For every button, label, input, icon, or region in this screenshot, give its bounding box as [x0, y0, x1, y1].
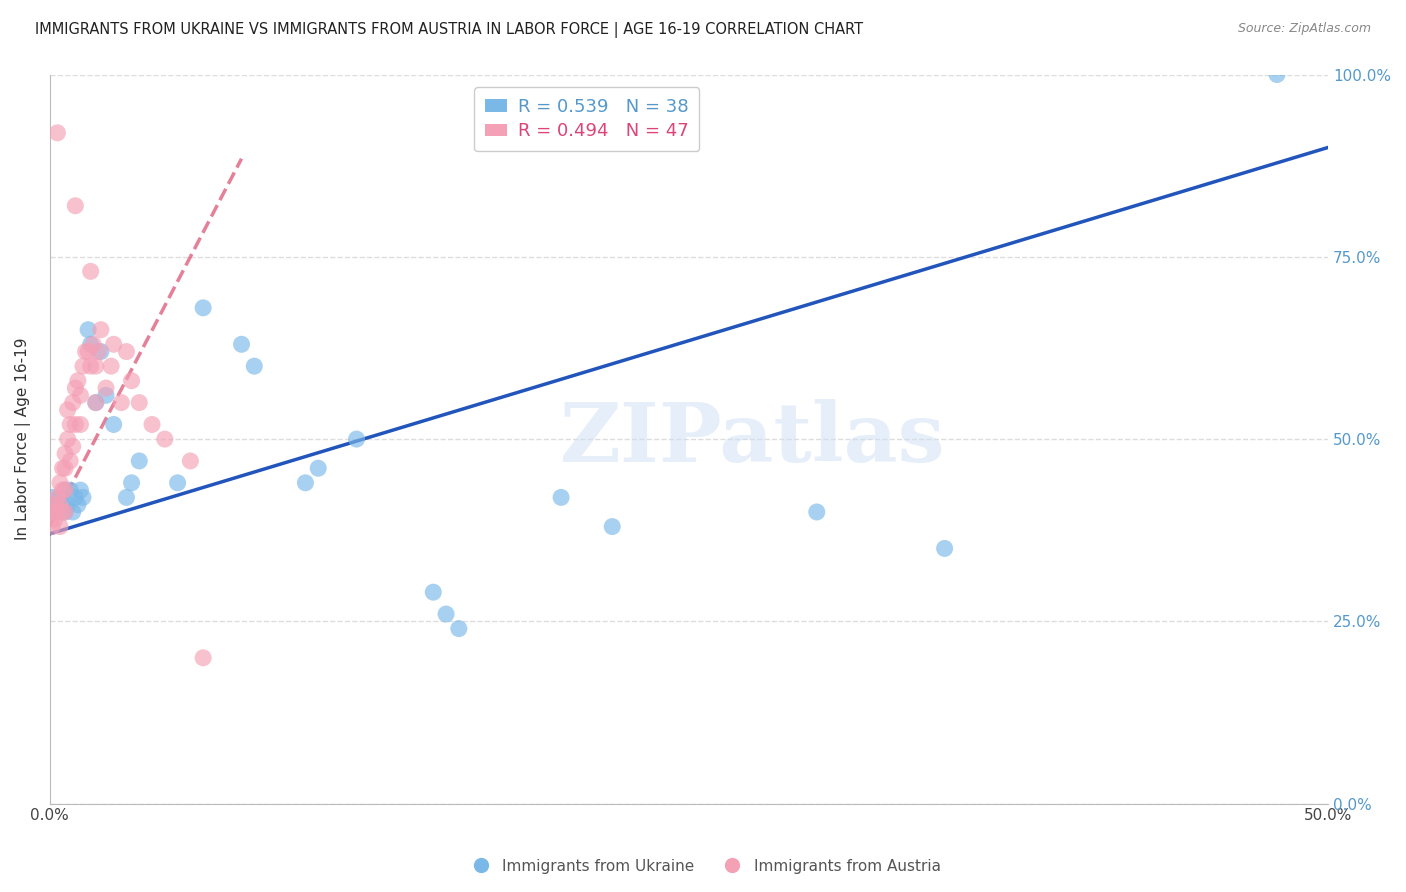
Point [447, 622, 470, 636]
Point [41, 491, 63, 505]
Point [56, 403, 79, 417]
Point [600, 519, 623, 533]
Point [41, 519, 63, 533]
Point [44, 512, 66, 526]
Point [94, 381, 117, 395]
Point [115, 491, 138, 505]
Point [422, 585, 444, 599]
Point [94, 388, 117, 402]
Point [121, 374, 143, 388]
Point [79, 264, 101, 278]
Text: Source: ZipAtlas.com: Source: ZipAtlas.com [1237, 22, 1371, 36]
Point [243, 359, 266, 373]
Point [62, 395, 84, 409]
Point [62, 505, 84, 519]
Point [84, 395, 107, 409]
Point [41, 505, 63, 519]
Point [65, 491, 87, 505]
Point [46, 505, 69, 519]
Point [434, 607, 457, 621]
Point [53, 447, 76, 461]
Point [65, 417, 87, 432]
Point [934, 541, 956, 556]
Point [115, 344, 138, 359]
Point [87, 344, 110, 359]
Point [53, 483, 76, 497]
Point [49, 519, 72, 533]
Point [75, 344, 97, 359]
Point [110, 395, 132, 409]
Point [77, 344, 100, 359]
Point [103, 337, 125, 351]
Point [72, 359, 94, 373]
Text: ZIPatlas: ZIPatlas [560, 399, 946, 479]
Point [66, 498, 89, 512]
Point [59, 454, 82, 468]
Point [128, 395, 150, 409]
Point [51, 483, 73, 497]
Point [191, 301, 214, 315]
Point [1265, 68, 1288, 82]
Text: IMMIGRANTS FROM UKRAINE VS IMMIGRANTS FROM AUSTRIA IN LABOR FORCE | AGE 16-19 CO: IMMIGRANTS FROM UKRAINE VS IMMIGRANTS FR… [35, 22, 863, 38]
Point [49, 498, 72, 512]
Point [44, 498, 66, 512]
Point [550, 491, 572, 505]
Point [307, 461, 329, 475]
Point [53, 505, 76, 519]
Point [69, 483, 91, 497]
Point [72, 491, 94, 505]
Point [51, 498, 73, 512]
Point [191, 650, 214, 665]
Point [77, 323, 100, 337]
Point [53, 505, 76, 519]
Point [49, 475, 72, 490]
Point [90, 323, 112, 337]
Point [56, 432, 79, 446]
Point [53, 483, 76, 497]
Point [103, 417, 125, 432]
Point [166, 475, 188, 490]
Y-axis label: In Labor Force | Age 16-19: In Labor Force | Age 16-19 [15, 338, 31, 541]
Point [90, 344, 112, 359]
Point [53, 461, 76, 475]
Point [179, 454, 201, 468]
Legend: Immigrants from Ukraine, Immigrants from Austria: Immigrants from Ukraine, Immigrants from… [460, 853, 946, 880]
Point [82, 337, 104, 351]
Point [56, 498, 79, 512]
Point [44, 498, 66, 512]
Point [346, 432, 368, 446]
Point [51, 461, 73, 475]
Point [294, 475, 316, 490]
Point [79, 359, 101, 373]
Point [65, 381, 87, 395]
Point [65, 199, 87, 213]
Point [46, 505, 69, 519]
Point [121, 475, 143, 490]
Point [69, 388, 91, 402]
Point [153, 432, 176, 446]
Point [46, 126, 69, 140]
Point [84, 359, 107, 373]
Point [46, 491, 69, 505]
Point [59, 417, 82, 432]
Point [62, 439, 84, 453]
Legend: R = 0.539   N = 38, R = 0.494   N = 47: R = 0.539 N = 38, R = 0.494 N = 47 [474, 87, 699, 151]
Point [141, 417, 163, 432]
Point [84, 395, 107, 409]
Point [100, 359, 122, 373]
Point [51, 505, 73, 519]
Point [66, 374, 89, 388]
Point [231, 337, 253, 351]
Point [49, 491, 72, 505]
Point [79, 337, 101, 351]
Point [59, 483, 82, 497]
Point [69, 417, 91, 432]
Point [128, 454, 150, 468]
Point [806, 505, 828, 519]
